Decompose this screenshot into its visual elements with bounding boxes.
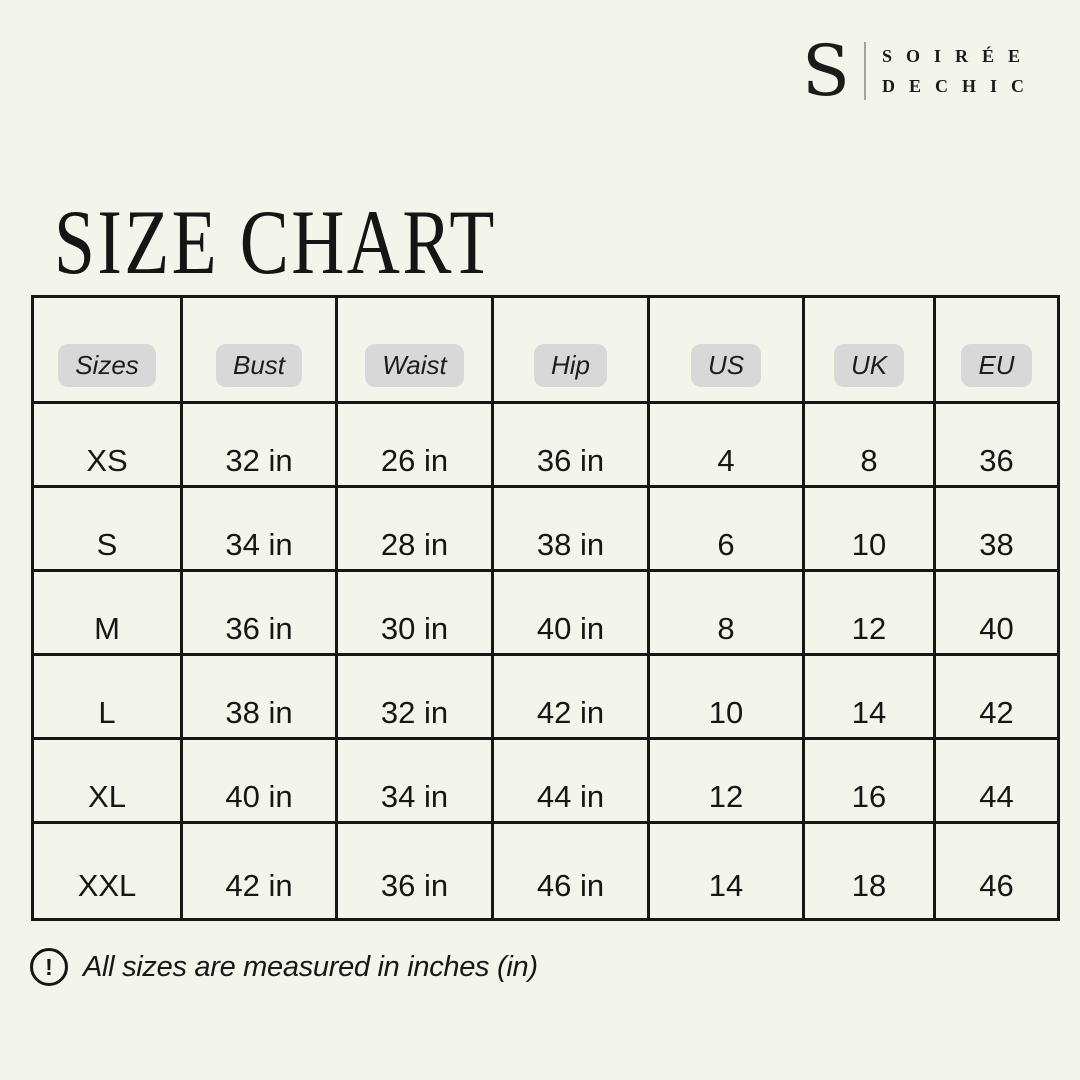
table-cell: 44 in: [494, 740, 650, 824]
table-cell: 8: [805, 404, 936, 488]
table-cell: 36 in: [183, 572, 338, 656]
table-cell: 38 in: [183, 656, 338, 740]
column-header-bust: Bust: [183, 298, 338, 404]
table-cell: 40: [936, 572, 1057, 656]
table-cell: 42: [936, 656, 1057, 740]
table-cell: 46 in: [494, 824, 650, 918]
table-cell: 36: [936, 404, 1057, 488]
brand-name: SOIRÉE DECHIC: [882, 41, 1038, 101]
table-cell: 12: [805, 572, 936, 656]
footnote-text: All sizes are measured in inches (in): [83, 950, 538, 983]
column-header-us: US: [650, 298, 805, 404]
table-cell: 32 in: [183, 404, 338, 488]
table-cell: 14: [650, 824, 805, 918]
table-cell: 8: [650, 572, 805, 656]
table-cell: 18: [805, 824, 936, 918]
page-title: SIZE CHART: [54, 191, 497, 293]
brand-name-line1: SOIRÉE: [881, 46, 1035, 66]
column-header-waist: Waist: [338, 298, 494, 404]
brand-logo: S SOIRÉE DECHIC: [802, 36, 1038, 106]
table-cell: 26 in: [338, 404, 494, 488]
table-cell: 36 in: [494, 404, 650, 488]
table-cell: 38: [936, 488, 1057, 572]
table-cell: 42 in: [183, 824, 338, 918]
brand-monogram: S: [802, 30, 850, 112]
table-cell: 14: [805, 656, 936, 740]
table-cell: 34 in: [183, 488, 338, 572]
column-header-eu: EU: [936, 298, 1057, 404]
size-label-cell: L: [34, 656, 183, 740]
table-cell: 6: [650, 488, 805, 572]
header-pill: EU: [961, 344, 1032, 387]
table-cell: 46: [979, 868, 1014, 903]
size-label-cell: S: [34, 488, 183, 572]
header-pill: Hip: [533, 344, 607, 387]
table-cell: 38 in: [494, 488, 650, 572]
size-label-cell: XS: [34, 404, 183, 488]
table-cell: 34 in: [338, 740, 494, 824]
table-cell: 16: [805, 740, 936, 824]
table-cell: 10: [805, 488, 936, 572]
table-cell: 10: [650, 656, 805, 740]
table-cell: 40 in: [494, 572, 650, 656]
table-cell: 32 in: [338, 656, 494, 740]
table-cell: 42 in: [494, 656, 650, 740]
table-cell: 30 in: [338, 572, 494, 656]
header-pill: Waist: [365, 344, 464, 387]
column-header-sizes: Sizes: [34, 298, 183, 404]
table-cell: 44: [936, 740, 1057, 824]
header-pill: Bust: [215, 344, 303, 387]
size-label-cell: XL: [34, 740, 183, 824]
table-cell: 28 in: [338, 488, 494, 572]
size-label-cell: M: [34, 572, 183, 656]
brand-name-line2: DECHIC: [881, 76, 1038, 96]
header-pill: UK: [833, 344, 905, 387]
footnote: ! All sizes are measured in inches (in): [30, 948, 538, 986]
header-pill: US: [690, 344, 762, 387]
column-header-hip: Hip: [494, 298, 650, 404]
table-cell: 40 in: [183, 740, 338, 824]
table-cell: 36 in: [338, 824, 494, 918]
table-cell: 12: [650, 740, 805, 824]
logo-divider-line: [863, 42, 866, 100]
size-label-cell: XXL: [34, 824, 183, 918]
size-table: Sizes Bust Waist Hip US UK EU XS 32 in 2…: [31, 295, 1060, 921]
column-header-uk: UK: [805, 298, 936, 404]
table-cell: 4: [650, 404, 805, 488]
exclamation-circle-icon: !: [30, 948, 68, 986]
header-pill: Sizes: [58, 344, 156, 387]
